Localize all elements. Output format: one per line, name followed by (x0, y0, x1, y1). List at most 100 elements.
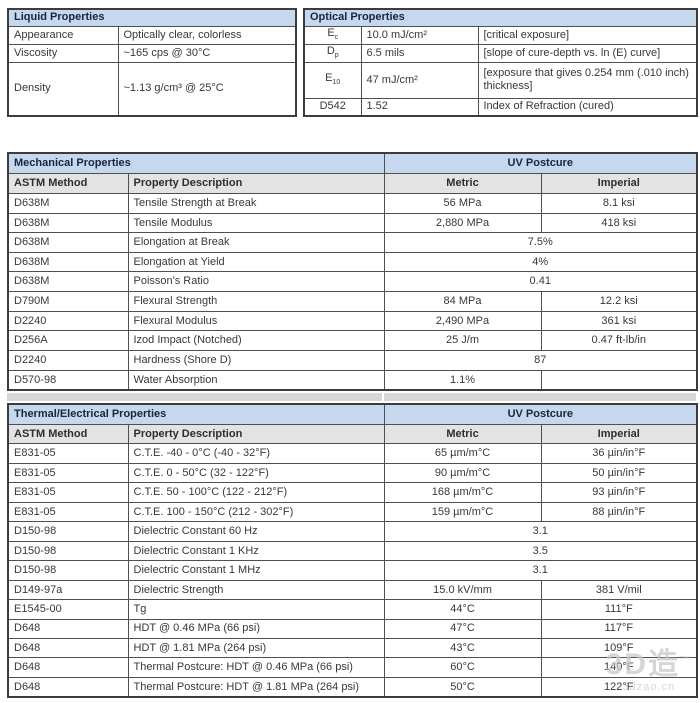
symbol-cell: Ec (303, 25, 362, 45)
property-description-cell: C.T.E. 50 - 100°C (122 - 212°F) (127, 482, 385, 503)
metric-value-cell: 44°C (383, 599, 542, 620)
optical-property-row: Ec 10.0 mJ/cm² [critical exposure] (303, 25, 698, 45)
optical-description-cell: [slope of cure-depth vs. ln (E) curve] (477, 43, 698, 63)
property-data-row: D150-98 Dielectric Constant 60 Hz 3.1 (7, 521, 698, 542)
liquid-properties-header-row: Liquid Properties (7, 8, 297, 27)
imperial-value-cell: 50 µin/in°F (540, 462, 698, 484)
liquid-property-row: Appearance Optically clear, colorless (7, 25, 297, 45)
property-description-cell: Flexural Modulus (127, 310, 385, 332)
astm-method-cell: D570-98 (7, 369, 129, 391)
optical-properties-title: Optical Properties (303, 8, 698, 27)
astm-method-cell: D638M (7, 232, 129, 253)
metric-value-cell: 84 MPa (383, 291, 542, 312)
metric-value-cell: 43°C (383, 637, 542, 659)
liquid-properties-table: Liquid Properties Appearance Optically cl… (7, 8, 297, 117)
property-data-row: D648 Thermal Postcure: HDT @ 1.81 MPa (26… (7, 676, 698, 698)
property-data-row: E831-05 C.T.E. -40 - 0°C (-40 - 32°F) 65 µ… (7, 443, 698, 464)
symbol-base: D542 (319, 100, 346, 113)
astm-method-cell: D150-98 (7, 521, 129, 542)
combined-value-cell: 87 (383, 350, 698, 371)
property-value-cell: Optically clear, colorless (117, 25, 297, 45)
imperial-value-cell: 12.2 ksi (540, 291, 698, 312)
metric-value-cell: 90 µm/m°C (383, 462, 542, 484)
astm-method-cell: E831-05 (7, 482, 129, 503)
astm-method-cell: E831-05 (7, 462, 129, 484)
astm-method-cell: D648 (7, 637, 129, 659)
property-description-cell: Thermal Postcure: HDT @ 1.81 MPa (264 ps… (127, 676, 385, 698)
property-description-cell: HDT @ 1.81 MPa (264 psi) (127, 637, 385, 659)
property-data-row: E831-05 C.T.E. 50 - 100°C (122 - 212°F) 16… (7, 482, 698, 503)
optical-value-cell: 6.5 mils (360, 43, 479, 63)
property-description-cell: Elongation at Yield (127, 251, 385, 273)
metric-value-cell: 25 J/m (383, 330, 542, 352)
astm-method-cell: D149-97a (7, 579, 129, 601)
mechanical-properties-table: Mechanical Properties UV Postcure ASTM M… (7, 152, 699, 391)
property-data-row: D638M Poisson's Ratio 0.41 (7, 271, 698, 293)
table-gap-spacer-right (384, 393, 696, 401)
column-header-imperial: Imperial (540, 423, 698, 445)
astm-method-cell: D150-98 (7, 560, 129, 581)
symbol-base: E (327, 27, 335, 40)
symbol-subscript: 10 (332, 79, 341, 87)
property-data-row: D638M Elongation at Yield 4% (7, 251, 698, 273)
mechanical-properties-title: Mechanical Properties (7, 152, 385, 175)
astm-method-cell: D648 (7, 657, 129, 678)
property-description-cell: Tensile Strength at Break (127, 192, 385, 214)
metric-value-cell: 56 MPa (383, 192, 542, 214)
optical-value-cell: 47 mJ/cm² (360, 61, 479, 99)
property-name-cell: Appearance (7, 25, 119, 45)
imperial-value-cell: 93 µin/in°F (540, 482, 698, 503)
property-data-row: D150-98 Dielectric Constant 1 KHz 3.5 (7, 540, 698, 562)
property-description-cell: C.T.E. 100 - 150°C (212 - 302°F) (127, 501, 385, 523)
mechanical-properties-header-row: Mechanical Properties UV Postcure (7, 152, 698, 175)
optical-property-row: D542 1.52 Index of Refraction (cured) (303, 97, 698, 117)
property-description-cell: Hardness (Shore D) (127, 350, 385, 371)
imperial-value-cell: 117°F (540, 618, 698, 639)
imperial-value-cell: 109°F (540, 637, 698, 659)
optical-description-cell: [exposure that gives 0.254 mm (.010 inch… (477, 61, 698, 99)
mechanical-column-header-row: ASTM Method Property Description Metric … (7, 173, 698, 194)
astm-method-cell: D256A (7, 330, 129, 352)
property-data-row: D648 HDT @ 0.46 MPa (66 psi) 47°C 117°F (7, 618, 698, 639)
metric-value-cell: 168 µm/m°C (383, 482, 542, 503)
column-header-property-description: Property Description (127, 423, 385, 445)
optical-property-row: E10 47 mJ/cm² [exposure that gives 0.254 m… (303, 61, 698, 99)
property-data-row: D150-98 Dielectric Constant 1 MHz 3.1 (7, 560, 698, 581)
symbol-subscript: c (334, 34, 339, 42)
astm-method-cell: E1545-00 (7, 599, 129, 620)
metric-value-cell: 159 µm/m°C (383, 501, 542, 523)
metric-value-cell: 47°C (383, 618, 542, 639)
property-description-cell: Tensile Modulus (127, 212, 385, 234)
metric-value-cell: 2,880 MPa (383, 212, 542, 234)
property-description-cell: Water Absorption (127, 369, 385, 391)
property-data-row: E831-05 C.T.E. 100 - 150°C (212 - 302°F) 1… (7, 501, 698, 523)
property-description-cell: Dielectric Constant 1 KHz (127, 540, 385, 562)
optical-description-cell: [critical exposure] (477, 25, 698, 45)
column-header-astm-method: ASTM Method (7, 423, 129, 445)
imperial-value-cell: 418 ksi (540, 212, 698, 234)
combined-value-cell: 7.5% (383, 232, 698, 253)
property-data-row: D256A Izod Impact (Notched) 25 J/m 0.47 ft-… (7, 330, 698, 352)
optical-property-row: Dp 6.5 mils [slope of cure-depth vs. ln (E… (303, 43, 698, 63)
symbol-base: E (325, 72, 333, 85)
property-description-cell: Flexural Strength (127, 291, 385, 312)
property-description-cell: Elongation at Break (127, 232, 385, 253)
metric-value-cell: 15.0 kV/mm (383, 579, 542, 601)
property-data-row: E1545-00 Tg 44°C 111°F (7, 599, 698, 620)
thermal-uv-postcure-header: UV Postcure (383, 403, 698, 425)
astm-method-cell: E831-05 (7, 443, 129, 464)
column-header-property-description: Property Description (127, 173, 385, 194)
property-value-cell: ~1.13 g/cm³ @ 25°C (117, 61, 297, 117)
liquid-properties-title: Liquid Properties (7, 8, 297, 27)
imperial-value-cell: 111°F (540, 599, 698, 620)
property-data-row: D638M Tensile Modulus 2,880 MPa 418 ksi (7, 212, 698, 234)
metric-value-cell: 60°C (383, 657, 542, 678)
symbol-cell: E10 (303, 61, 362, 99)
combined-value-cell: 3.1 (383, 521, 698, 542)
metric-value-cell: 65 µm/m°C (383, 443, 542, 464)
property-data-row: D638M Tensile Strength at Break 56 MPa 8.1 … (7, 192, 698, 214)
liquid-property-row: Density ~1.13 g/cm³ @ 25°C (7, 61, 297, 117)
combined-value-cell: 3.5 (383, 540, 698, 562)
table-gap-spacer-left (7, 393, 382, 401)
